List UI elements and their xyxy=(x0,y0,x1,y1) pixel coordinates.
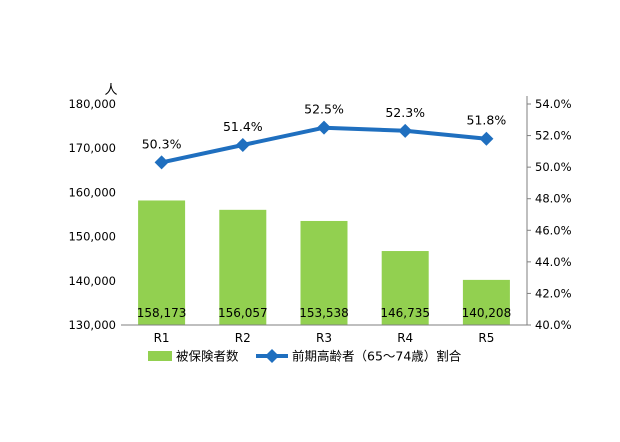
right-axis-tick-label: 50.0% xyxy=(535,160,572,174)
left-axis-tick-label: 170,000 xyxy=(68,141,116,155)
legend-line-label: 前期高齢者（65～74歳）割合 xyxy=(292,349,462,364)
legend-line-marker xyxy=(265,349,279,363)
x-axis-tick-label: R2 xyxy=(235,331,251,345)
left-axis-unit-label: 人 xyxy=(104,83,117,98)
line-marker xyxy=(235,138,250,153)
left-axis: 人 130,000 140,000 150,000 160,000 170,000 180,… xyxy=(68,83,117,332)
left-axis-tick-label: 160,000 xyxy=(68,185,116,199)
line-series: 50.3% 51.4% 52.5% 52.3% 51.8% xyxy=(142,102,507,170)
line-data-label: 51.4% xyxy=(223,119,263,134)
x-axis: R1 R2 R3 R4 R5 xyxy=(121,324,527,345)
line-marker xyxy=(317,120,331,135)
line-marker xyxy=(398,123,413,138)
left-axis-tick-label: 140,000 xyxy=(68,274,116,288)
bar xyxy=(219,209,267,325)
bar xyxy=(300,220,348,325)
line-data-label: 51.8% xyxy=(467,113,507,128)
x-axis-tick-label: R5 xyxy=(478,331,494,345)
right-axis-tick-label: 48.0% xyxy=(535,192,572,206)
bar xyxy=(138,200,186,325)
left-axis-tick-label: 150,000 xyxy=(68,230,116,244)
legend-bar-label: 被保険者数 xyxy=(176,349,239,364)
line-marker xyxy=(479,131,494,146)
x-axis-tick-label: R1 xyxy=(154,331,170,345)
right-axis-tick-label: 52.0% xyxy=(535,129,572,143)
x-axis-tick-label: R4 xyxy=(397,331,413,345)
bar-data-label: 146,735 xyxy=(380,306,430,320)
bar xyxy=(381,251,429,325)
bar xyxy=(462,279,510,325)
right-axis-tick-label: 44.0% xyxy=(535,255,572,269)
bar-series: 158,173 156,057 153,538 146,735 140,208 xyxy=(137,200,511,325)
right-axis-tick-label: 54.0% xyxy=(535,97,572,111)
line-data-label: 52.3% xyxy=(385,105,425,120)
right-axis-tick-label: 40.0% xyxy=(535,318,572,332)
right-axis-tick-label: 42.0% xyxy=(535,286,572,300)
legend: 被保険者数 前期高齢者（65～74歳）割合 xyxy=(148,349,462,364)
line-marker xyxy=(154,155,169,170)
left-axis-tick-label: 180,000 xyxy=(68,97,116,111)
right-axis: 40.0% 42.0% 44.0% 46.0% 48.0% 50.0% 52.0% 54.0% xyxy=(526,96,572,332)
bar-data-label: 140,208 xyxy=(462,306,512,320)
right-axis-tick-label: 46.0% xyxy=(535,223,572,237)
line-data-label: 52.5% xyxy=(304,102,344,117)
left-axis-tick-label: 130,000 xyxy=(68,318,116,332)
bar-data-label: 153,538 xyxy=(299,306,349,320)
bar-data-label: 158,173 xyxy=(137,306,187,320)
line-data-label: 50.3% xyxy=(142,136,182,151)
legend-bar-swatch xyxy=(148,351,172,361)
x-axis-tick-label: R3 xyxy=(316,331,332,345)
bar-data-label: 156,057 xyxy=(218,306,268,320)
